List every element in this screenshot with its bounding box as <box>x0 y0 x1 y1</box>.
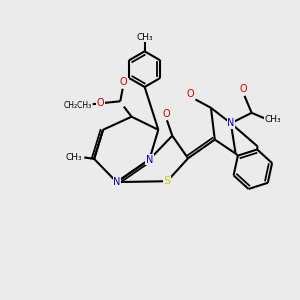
Text: S: S <box>164 176 171 186</box>
Text: CH₃: CH₃ <box>265 115 281 124</box>
Text: N: N <box>227 118 235 128</box>
Text: N: N <box>113 177 120 187</box>
Text: O: O <box>119 77 127 87</box>
Text: O: O <box>97 98 104 108</box>
Text: CH₃: CH₃ <box>66 153 82 162</box>
Text: O: O <box>186 89 194 99</box>
Text: O: O <box>239 84 247 94</box>
Text: N: N <box>146 154 153 164</box>
Text: CH₃: CH₃ <box>136 33 153 42</box>
Text: CH₂CH₃: CH₂CH₃ <box>64 100 92 109</box>
Text: O: O <box>163 109 170 119</box>
